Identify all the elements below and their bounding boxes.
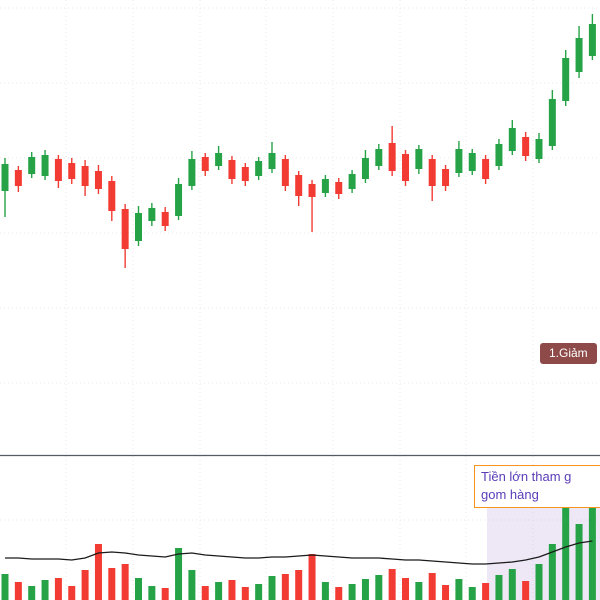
accumulation-highlight xyxy=(487,505,600,600)
annotation-line-2: gom hàng xyxy=(481,487,539,503)
accumulation-annotation[interactable]: Tiền lớn tham g gom hàng xyxy=(474,465,600,509)
trend-label-text: 1.Giảm xyxy=(549,346,588,360)
trend-label-badge[interactable]: 1.Giảm xyxy=(540,343,597,364)
candlesticks xyxy=(1,14,596,268)
volume-bars xyxy=(1,474,596,600)
volume-ma-line xyxy=(5,540,593,565)
annotation-line-1: Tiền lớn tham g xyxy=(481,469,572,484)
